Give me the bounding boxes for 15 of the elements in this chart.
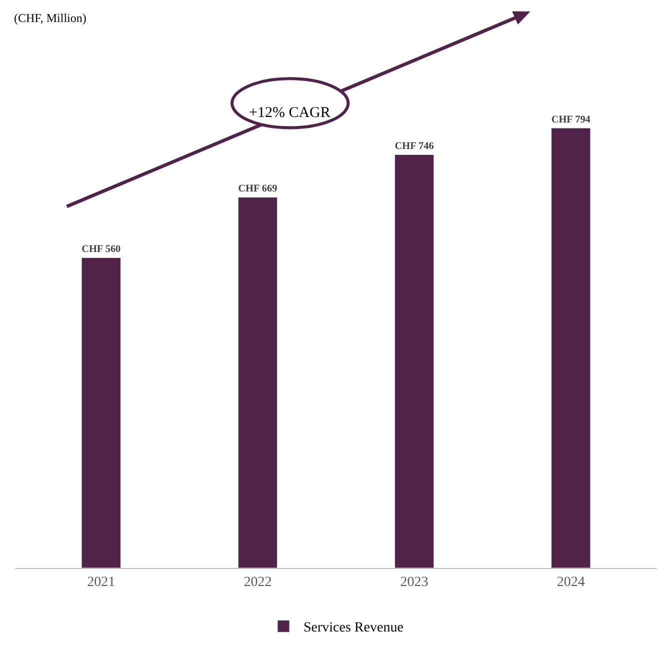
x-tick-label: 2021 bbox=[87, 574, 116, 590]
data-label: CHF 669 bbox=[238, 184, 278, 195]
bar bbox=[238, 197, 278, 568]
text: (CHF, Million) bbox=[14, 11, 86, 25]
bar bbox=[551, 128, 591, 568]
x-tick-label: 2022 bbox=[244, 574, 272, 590]
text: +12% CAGR bbox=[249, 105, 330, 121]
x-tick-label: 2024 bbox=[556, 574, 585, 590]
x-tick-label: 2023 bbox=[400, 574, 428, 590]
legend-label: Services Revenue bbox=[304, 620, 404, 636]
bar bbox=[394, 154, 434, 568]
data-label: CHF 794 bbox=[551, 114, 590, 126]
data-label: CHF 746 bbox=[394, 141, 434, 152]
data-label: CHF 560 bbox=[82, 244, 121, 256]
bar bbox=[81, 257, 121, 568]
